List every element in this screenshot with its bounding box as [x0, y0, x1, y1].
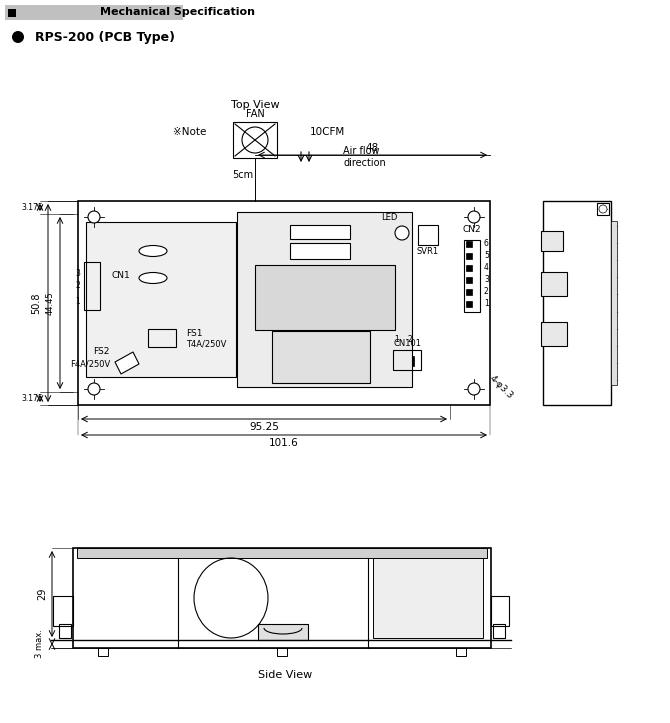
- Bar: [78, 201, 490, 405]
- Bar: [84, 262, 100, 310]
- Text: 1: 1: [75, 296, 80, 306]
- Text: 29: 29: [37, 588, 47, 600]
- Bar: [466, 241, 472, 247]
- Text: 44.45: 44.45: [46, 291, 54, 315]
- Circle shape: [88, 383, 100, 395]
- Bar: [237, 212, 412, 387]
- Bar: [8, 9, 16, 17]
- Text: 101.6: 101.6: [269, 438, 299, 448]
- Bar: [233, 122, 277, 158]
- Text: Mechanical Specification: Mechanical Specification: [100, 7, 255, 17]
- Bar: [148, 329, 176, 347]
- Bar: [407, 356, 414, 366]
- Ellipse shape: [139, 273, 167, 283]
- Text: 50.8: 50.8: [31, 292, 41, 314]
- Bar: [418, 225, 438, 245]
- Bar: [258, 624, 308, 640]
- Text: CN2: CN2: [463, 226, 481, 234]
- Bar: [466, 289, 472, 295]
- Circle shape: [88, 211, 100, 223]
- Bar: [541, 231, 563, 251]
- Bar: [290, 243, 350, 259]
- Text: 2: 2: [75, 281, 80, 291]
- Text: F4A/250V: F4A/250V: [70, 359, 110, 369]
- Text: 1: 1: [395, 335, 399, 343]
- Bar: [541, 272, 567, 296]
- Bar: [466, 253, 472, 259]
- Text: Air flow
direction: Air flow direction: [343, 146, 386, 168]
- Bar: [466, 301, 472, 307]
- Text: 5cm: 5cm: [232, 171, 253, 181]
- Bar: [77, 548, 487, 558]
- Circle shape: [599, 205, 607, 213]
- Text: Top View: Top View: [230, 100, 279, 110]
- Bar: [272, 331, 370, 383]
- Text: 2: 2: [484, 288, 488, 296]
- Polygon shape: [115, 352, 139, 374]
- Bar: [255, 265, 395, 330]
- Bar: [98, 648, 108, 656]
- Bar: [466, 265, 472, 271]
- Ellipse shape: [139, 246, 167, 257]
- Text: 4-φ3.3: 4-φ3.3: [488, 374, 515, 401]
- Bar: [456, 648, 466, 656]
- Text: RPS-200 (PCB Type): RPS-200 (PCB Type): [35, 30, 175, 43]
- Text: 95.25: 95.25: [249, 422, 279, 432]
- Bar: [86, 222, 236, 377]
- Bar: [373, 558, 483, 638]
- Bar: [541, 322, 567, 346]
- Text: 3.175: 3.175: [21, 203, 43, 212]
- Circle shape: [395, 226, 409, 240]
- Bar: [86, 298, 92, 304]
- Bar: [464, 240, 480, 312]
- Text: 3: 3: [484, 275, 489, 284]
- Text: CN101: CN101: [393, 340, 421, 348]
- Bar: [491, 596, 509, 626]
- Text: 48: 48: [366, 143, 379, 153]
- Bar: [493, 624, 505, 638]
- Text: 5: 5: [484, 252, 489, 260]
- Text: Side View: Side View: [258, 670, 312, 680]
- Bar: [277, 648, 287, 656]
- Text: SVR1: SVR1: [417, 247, 439, 257]
- Text: FS2: FS2: [94, 348, 110, 356]
- Bar: [290, 225, 350, 239]
- Circle shape: [468, 211, 480, 223]
- Text: ※Note: ※Note: [174, 127, 206, 137]
- Text: 3 max.: 3 max.: [36, 630, 44, 659]
- Text: 3: 3: [75, 268, 80, 278]
- Bar: [466, 277, 472, 283]
- Text: 1: 1: [484, 299, 488, 309]
- Bar: [397, 356, 404, 366]
- Bar: [393, 350, 421, 370]
- Text: 6: 6: [484, 239, 489, 249]
- Text: 10CFM: 10CFM: [310, 127, 345, 137]
- Text: 3.175: 3.175: [21, 394, 43, 403]
- Text: 2: 2: [407, 335, 412, 343]
- Bar: [5, 5, 183, 20]
- Text: FAN: FAN: [246, 109, 265, 119]
- Bar: [611, 221, 617, 385]
- Text: T4A/250V: T4A/250V: [186, 340, 226, 348]
- Text: FS1: FS1: [186, 330, 202, 338]
- Circle shape: [468, 383, 480, 395]
- Bar: [53, 596, 73, 626]
- Bar: [86, 270, 92, 276]
- Text: CN1: CN1: [111, 272, 130, 281]
- Bar: [73, 548, 491, 648]
- Bar: [543, 201, 611, 405]
- Text: 4: 4: [484, 263, 489, 273]
- Circle shape: [12, 31, 24, 43]
- Bar: [59, 624, 71, 638]
- Bar: [597, 203, 609, 215]
- Bar: [86, 283, 92, 289]
- Text: LED: LED: [382, 213, 398, 221]
